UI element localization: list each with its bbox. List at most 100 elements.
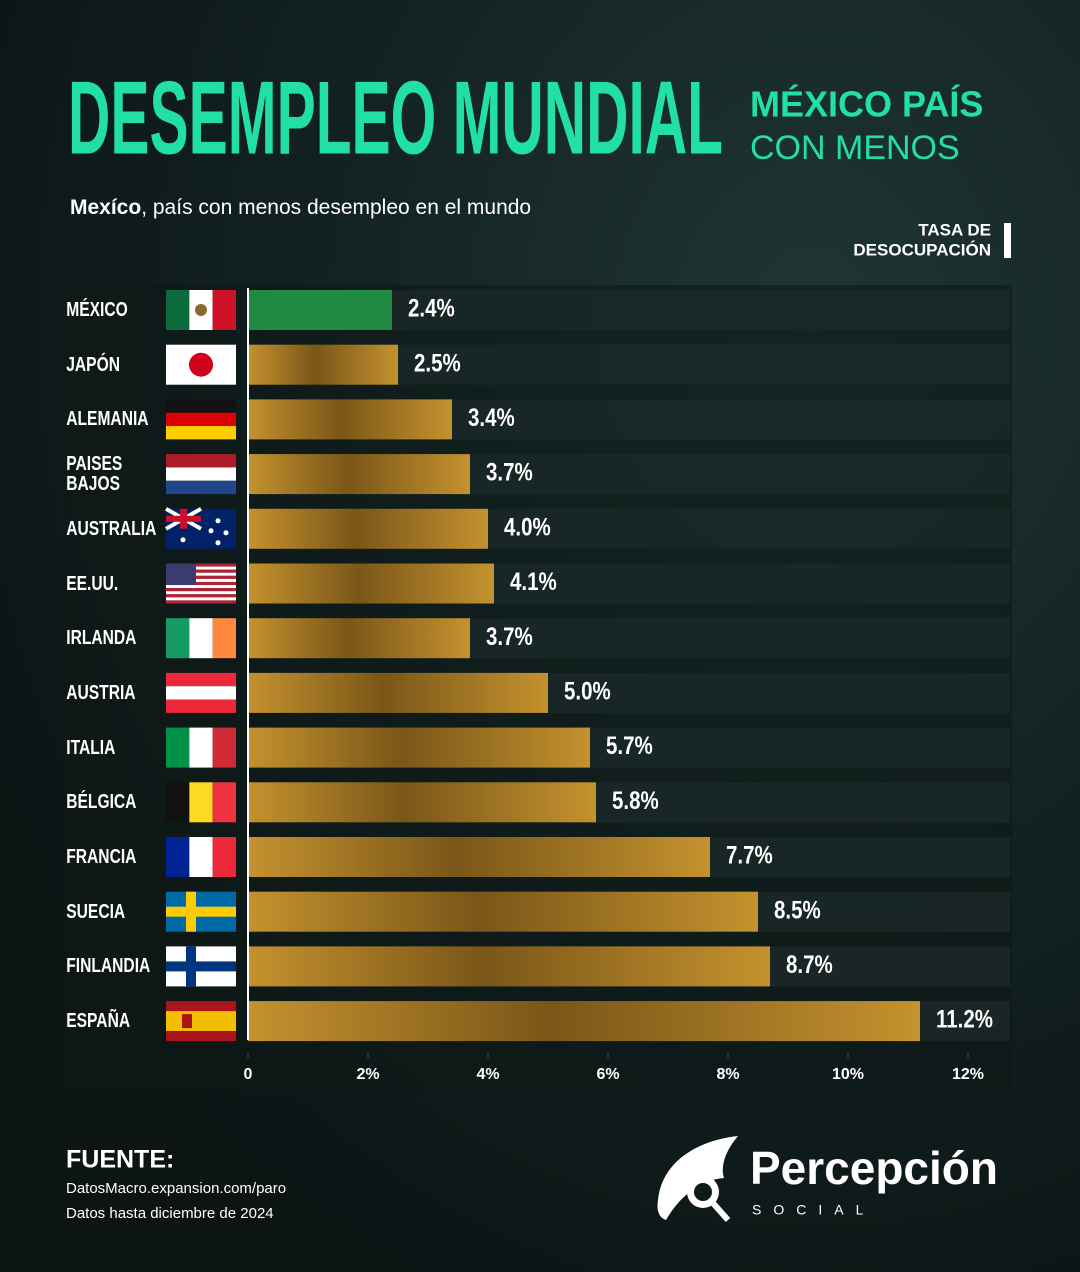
category-label: FINLANDIA [66, 955, 151, 978]
category-label: EE.UU. [66, 572, 119, 595]
flag-part [189, 727, 213, 768]
flags [165, 290, 236, 1042]
bar [248, 454, 470, 495]
flag-part [166, 961, 236, 972]
category-label: PAISES BAJOS [66, 453, 123, 496]
category-label: FRANCIA [66, 846, 137, 868]
value-label: 3.4% [468, 403, 515, 431]
flag-part [166, 699, 236, 713]
flag [166, 1001, 236, 1042]
side-title: CON MENOS [750, 129, 960, 167]
flag-part [215, 540, 221, 546]
flag-part [180, 537, 186, 543]
flag-part [166, 585, 236, 589]
axis-label-mark [1004, 223, 1011, 258]
flag-part [166, 672, 236, 687]
value-label: 5.8% [612, 786, 659, 814]
flag-part [195, 304, 207, 316]
category-label: ALEMANIA [66, 408, 149, 431]
bar [248, 672, 548, 713]
flag-part [223, 530, 229, 536]
value-label: 4.0% [504, 512, 551, 540]
flag-part [166, 467, 236, 481]
bar [248, 1001, 920, 1042]
flag [166, 618, 236, 659]
flag-part [166, 597, 236, 601]
footer-line: DatosMacro.expansion.com/paro [66, 1180, 286, 1197]
flag [166, 344, 236, 385]
flag [166, 454, 236, 495]
flag-part [166, 480, 236, 495]
flag-part [166, 686, 236, 700]
side-title: MÉXICO PAÍS [750, 84, 983, 125]
flag-part [166, 575, 236, 579]
footer-heading: FUENTE: [66, 1146, 174, 1174]
subtitle-rest: , país con menos desempleo en el mundo [141, 196, 531, 219]
flag-part [189, 618, 213, 659]
flag [166, 399, 236, 440]
bar [248, 344, 398, 385]
flag [166, 290, 236, 330]
category-label: JAPÓN [66, 353, 120, 376]
value-label: 2.4% [408, 294, 455, 322]
flag-part [215, 518, 221, 524]
flag-part [166, 569, 236, 573]
axis-label: TASA DE [918, 220, 991, 239]
flag [166, 563, 236, 604]
bar [248, 837, 710, 877]
marks: 0 2% 4% 6% 8% 10% 12% 2.4% 2.5%3.4% 3.7% 4.0% 4.1% 3… [244, 288, 1010, 1083]
subtitle-bold: Mexíco [70, 196, 141, 219]
brand-tagline: SOCIAL [752, 1202, 875, 1218]
axis-label: DESOCUPACIÓN [853, 240, 991, 259]
value-label: 8.5% [774, 895, 821, 923]
bar [248, 618, 470, 659]
bar [248, 782, 596, 823]
category-label: SUECIA [66, 900, 126, 923]
flag [166, 672, 236, 713]
flag [166, 727, 236, 768]
x-tick-label: 0 [244, 1066, 253, 1083]
flag-part [166, 600, 236, 604]
flag-part [182, 1014, 192, 1029]
value-label: 4.1% [510, 567, 557, 595]
category-label: IRLANDA [66, 627, 137, 650]
value-label: 2.5% [414, 348, 461, 376]
footer-line: Datos hasta diciembre de 2024 [66, 1205, 274, 1222]
x-tick-label: 12% [952, 1066, 984, 1083]
flag-part [166, 727, 190, 768]
flag-part [166, 399, 236, 413]
value-label: 8.7% [786, 950, 833, 978]
flag-part [166, 515, 201, 522]
bar [248, 727, 590, 768]
flag-part [166, 1001, 236, 1012]
category-label: BÉLGICA [66, 791, 137, 814]
flag-part [166, 837, 190, 877]
flag-part [166, 572, 236, 576]
flag-part [166, 290, 190, 330]
flag-part [166, 454, 236, 468]
flag-part [189, 782, 213, 823]
flag [165, 507, 236, 549]
flag-part [166, 563, 196, 585]
value-label: 7.7% [726, 841, 773, 869]
bar [248, 946, 770, 987]
flag-part [166, 594, 236, 598]
flag-part [166, 782, 190, 823]
flag-part [212, 618, 236, 659]
flag [166, 782, 236, 823]
flag-part [212, 782, 236, 823]
flag-part [212, 290, 236, 330]
x-tick-label: 8% [716, 1066, 739, 1083]
flag-part [166, 1031, 236, 1042]
flag-part [166, 581, 236, 586]
flag-part [166, 566, 236, 570]
flag-part [166, 906, 236, 917]
bar [248, 399, 452, 440]
flag-part [166, 588, 236, 592]
flag [166, 837, 236, 877]
category-label: MÉXICO [66, 299, 128, 321]
category-label: ESPAÑA [66, 1010, 131, 1033]
flag-part [212, 837, 236, 877]
